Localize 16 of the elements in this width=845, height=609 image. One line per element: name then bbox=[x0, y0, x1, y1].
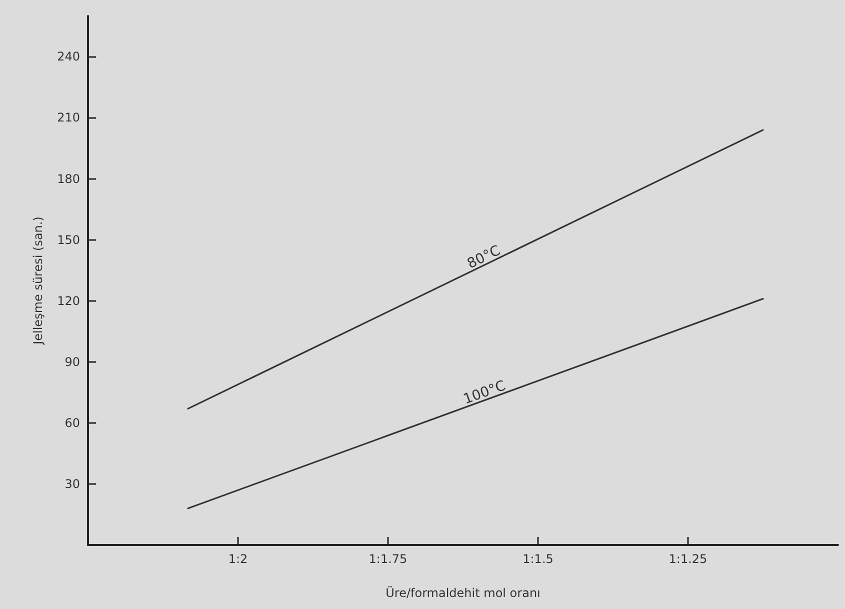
y-tick-label: 30 bbox=[64, 476, 80, 491]
x-tick-label: 1:2 bbox=[228, 552, 248, 566]
text: 100°C bbox=[461, 378, 508, 408]
x-axis-title: Üre/formaldehit mol oranı bbox=[386, 586, 540, 600]
y-tick-label: 180 bbox=[57, 172, 80, 186]
y-tick-label: 210 bbox=[57, 110, 80, 125]
y-tick-label: 60 bbox=[64, 416, 80, 430]
y-tick-label: 120 bbox=[57, 294, 80, 308]
text: 80°C bbox=[464, 242, 504, 272]
x-tick-label: 1:1.5 bbox=[522, 552, 554, 566]
x-tick-label: 1:1.75 bbox=[368, 552, 408, 566]
y-tick-label: 90 bbox=[64, 354, 80, 369]
y-axis-title: Jelleşme süresi (san.) bbox=[31, 216, 45, 346]
x-tick-label: 1:1.25 bbox=[668, 552, 708, 566]
y-tick-label: 150 bbox=[57, 232, 80, 247]
y-tick-label: 240 bbox=[57, 50, 80, 64]
